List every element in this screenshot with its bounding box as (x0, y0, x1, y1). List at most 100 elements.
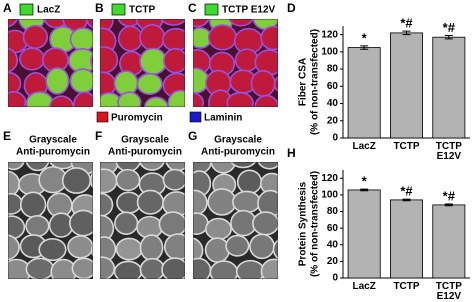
cell (204, 237, 231, 263)
cell (8, 91, 27, 107)
cell (139, 47, 168, 75)
cell (100, 256, 116, 279)
cell (72, 91, 93, 107)
cell (38, 237, 67, 262)
cell (260, 25, 278, 51)
cell (161, 27, 185, 52)
y-axis-label: (% of non-transfected) (310, 29, 321, 135)
micrograph (8, 19, 93, 107)
cell (8, 19, 19, 28)
x-tick-label: TCTP (393, 281, 420, 292)
y-tick-label: 120 (321, 29, 338, 40)
cell (252, 211, 278, 236)
cell (193, 92, 205, 107)
cell (117, 91, 142, 107)
cell (69, 27, 93, 52)
cell (49, 95, 75, 107)
cell (226, 91, 254, 107)
micrograph (193, 19, 278, 107)
error-bar (402, 30, 411, 36)
panel-label: LacZ (37, 5, 60, 16)
cell (45, 67, 70, 95)
annotation: *# (443, 188, 456, 203)
page: A LacZ B TCTP C TCTP E12V E Grayscale Anti-purom… (3, 1, 470, 302)
cell (260, 258, 278, 279)
x-tick-label: TCTP E12V (435, 281, 462, 302)
panel-letter: C (188, 1, 197, 15)
y-tick-label: 0 (332, 133, 338, 144)
cell (25, 91, 54, 107)
cell (71, 257, 93, 279)
micrograph (193, 162, 278, 279)
cell (230, 162, 257, 169)
cell (158, 211, 185, 237)
cell (205, 217, 232, 241)
cell (22, 24, 49, 50)
legend-swatch (189, 111, 202, 123)
cell (162, 168, 185, 191)
y-tick-label: 80 (327, 206, 339, 217)
cell (232, 190, 261, 214)
cell (193, 189, 208, 216)
cell (67, 235, 93, 259)
cell (8, 162, 25, 171)
cell (115, 237, 143, 261)
bar (390, 199, 423, 279)
cell (236, 169, 263, 195)
panel-letter: H (287, 146, 296, 160)
y-axis-label: (% of non-transfected) (310, 171, 321, 277)
cell (117, 25, 144, 52)
panel-label: Grayscale (29, 135, 77, 146)
y-tick-label: 60 (327, 81, 339, 92)
panel-letter: E (3, 129, 11, 143)
cell (139, 234, 164, 262)
panel-letter: B (95, 1, 104, 15)
y-tick-label: 40 (327, 239, 339, 250)
panel-letter: D (287, 1, 296, 15)
panel-label: TCTP E12V (222, 5, 275, 16)
cell (193, 67, 210, 94)
legend-label: Laminin (204, 113, 242, 124)
cell (143, 96, 169, 107)
micrograph (100, 162, 185, 279)
bar (432, 36, 466, 139)
cell (193, 257, 212, 279)
cell (90, 52, 93, 70)
cell (61, 167, 92, 194)
annotation: *# (400, 16, 413, 31)
cell (136, 189, 165, 215)
y-tick-label: 40 (327, 98, 339, 109)
cell (209, 260, 239, 279)
cell (113, 70, 139, 97)
cell (43, 19, 69, 29)
cell (167, 89, 185, 107)
y-tick-label: 80 (327, 64, 339, 75)
cell (254, 94, 278, 107)
cell (89, 171, 93, 189)
cell (8, 215, 26, 240)
error-bar (360, 188, 369, 192)
annotation: *# (443, 20, 456, 35)
panel-label: Grayscale (214, 135, 262, 146)
cell (163, 47, 185, 74)
cell (8, 47, 19, 73)
cell (249, 233, 275, 260)
panel-letter: G (188, 129, 197, 143)
y-axis-label: Protein Synthesis (298, 181, 309, 266)
x-tick-label: TCTP E12V (435, 141, 462, 162)
y-tick-label: 60 (327, 223, 339, 234)
micrograph (8, 162, 93, 279)
label-swatch (111, 3, 126, 16)
cell (115, 168, 141, 192)
cell (210, 162, 237, 174)
y-axis-label: Fiber CSA (298, 58, 309, 106)
cell (69, 68, 93, 94)
cell (8, 234, 20, 261)
cell (250, 70, 276, 98)
cell (138, 162, 165, 171)
annotation: * (362, 174, 368, 189)
y-tick-label: 100 (321, 46, 338, 57)
y-tick-label: 120 (321, 173, 338, 184)
cell (193, 237, 204, 264)
